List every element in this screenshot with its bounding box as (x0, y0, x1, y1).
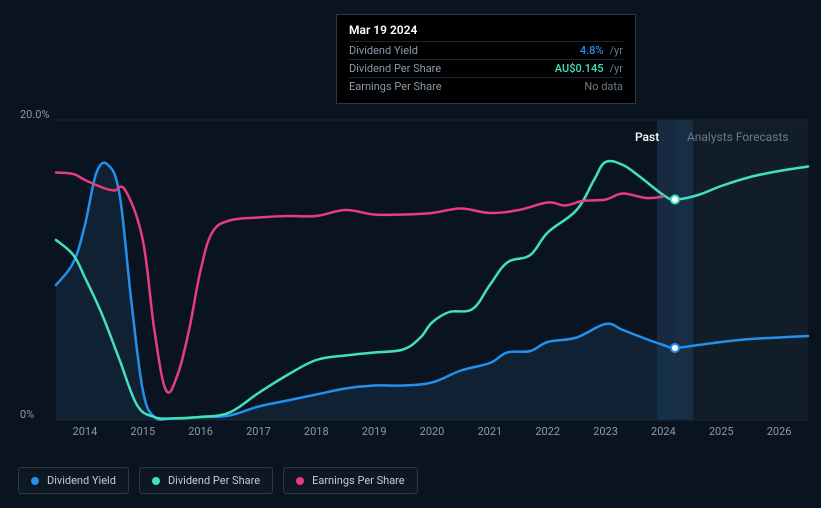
tooltip-row: Dividend Per Share AU$0.145 /yr (349, 59, 623, 77)
dividend-chart: Mar 19 2024 Dividend Yield4.8% /yrDivide… (0, 0, 821, 508)
tooltip-row-nodata: No data (584, 80, 623, 93)
legend-dot-icon (296, 477, 304, 485)
legend-dot-icon (152, 477, 160, 485)
y-axis-min-label: 0% (20, 408, 34, 421)
x-axis-year-label: 2020 (420, 425, 445, 438)
legend-item-dividend-yield[interactable]: Dividend Yield (18, 467, 129, 494)
legend: Dividend Yield Dividend Per Share Earnin… (18, 467, 418, 494)
x-axis-year-label: 2024 (651, 425, 676, 438)
legend-label: Earnings Per Share (312, 474, 405, 487)
x-axis-year-label: 2023 (593, 425, 618, 438)
x-axis-year-label: 2026 (767, 425, 792, 438)
forecast-label: Analysts Forecasts (687, 130, 789, 144)
tooltip-row-label: Dividend Yield (349, 44, 574, 57)
x-axis-year-label: 2019 (362, 425, 387, 438)
x-axis-year-label: 2015 (130, 425, 155, 438)
legend-label: Dividend Per Share (168, 474, 260, 487)
tooltip-row-value: AU$0.145 (555, 62, 604, 75)
y-axis-max-label: 20.0% (20, 108, 50, 121)
tooltip-row: Earnings Per Share No data (349, 77, 623, 95)
tooltip-date: Mar 19 2024 (349, 23, 623, 37)
legend-label: Dividend Yield (47, 474, 116, 487)
x-axis-year-label: 2017 (246, 425, 271, 438)
tooltip-row: Dividend Yield 4.8% /yr (349, 41, 623, 59)
series-marker-dividend_yield (671, 344, 679, 352)
tooltip-row-label: Earnings Per Share (349, 80, 578, 93)
legend-item-dividend-per-share[interactable]: Dividend Per Share (139, 467, 273, 494)
x-axis-year-label: 2025 (709, 425, 734, 438)
series-marker-dividend_per_share (671, 196, 679, 204)
tooltip-row-value: 4.8% (580, 44, 604, 57)
tooltip-row-unit: /yr (610, 62, 623, 75)
chart-tooltip: Mar 19 2024 Dividend Yield4.8% /yrDivide… (336, 14, 636, 104)
x-axis-year-label: 2016 (188, 425, 213, 438)
tooltip-row-label: Dividend Per Share (349, 62, 549, 75)
x-axis-year-label: 2021 (477, 425, 502, 438)
forecast-band (675, 120, 808, 420)
legend-dot-icon (31, 477, 39, 485)
legend-item-earnings-per-share[interactable]: Earnings Per Share (283, 467, 418, 494)
x-axis-year-label: 2018 (304, 425, 329, 438)
x-axis-year-label: 2014 (73, 425, 98, 438)
x-axis-year-label: 2022 (535, 425, 560, 438)
past-label: Past (635, 130, 659, 144)
tooltip-row-unit: /yr (610, 44, 623, 57)
